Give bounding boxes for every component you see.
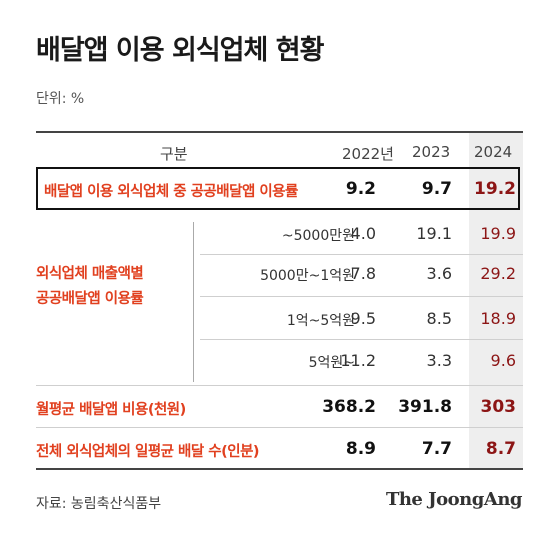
sales-group-divider	[193, 222, 194, 382]
sales-row-value: 7.8	[350, 264, 376, 283]
sales-row-label: 5억원~	[308, 355, 355, 371]
monthly-cost-2022: 368.2	[322, 397, 376, 417]
header-category: 구분	[160, 145, 188, 163]
section-divider	[36, 427, 523, 428]
page-title: 배달앱 이용 외식업체 현황	[36, 35, 324, 66]
sales-row-value: 29.2	[480, 264, 516, 283]
daily-orders-2024: 8.7	[485, 439, 516, 459]
public-rate-row-box	[36, 167, 520, 210]
daily-orders-2023: 7.7	[421, 439, 452, 459]
source-note: 자료: 농림축산식품부	[36, 496, 162, 512]
row-divider	[200, 296, 523, 297]
public-rate-2022: 9.2	[345, 179, 376, 199]
daily-orders-2022: 8.9	[345, 439, 376, 459]
sales-row-label: 1억~5억원	[286, 313, 355, 329]
public-rate-2024: 19.2	[474, 179, 516, 199]
table-bottom-rule	[36, 468, 523, 470]
public-rate-2023: 9.7	[421, 179, 452, 199]
header-year-2022: 2022년	[342, 145, 394, 163]
sales-group-label-line2: 공공배달앱 이용률	[36, 291, 144, 307]
header-year-2023: 2023	[412, 143, 451, 161]
row-divider	[200, 339, 523, 340]
sales-group-label-line1: 외식업체 매출액별	[36, 266, 144, 282]
sales-row-value: 9.6	[490, 351, 516, 370]
header-year-2024: 2024	[474, 143, 513, 161]
sales-row-value: 19.9	[480, 224, 516, 243]
sales-row-label: ~5000만원	[281, 228, 355, 244]
monthly-cost-label: 월평균 배달앱 비용(천원)	[36, 402, 186, 418]
monthly-cost-2023: 391.8	[398, 397, 452, 417]
sales-row-value: 3.3	[426, 351, 452, 370]
sales-row-value: 11.2	[340, 351, 376, 370]
table-top-rule	[36, 131, 523, 133]
sales-row-value: 19.1	[416, 224, 452, 243]
public-rate-label: 배달앱 이용 외식업체 중 공공배달앱 이용률	[44, 184, 298, 200]
sales-row-value: 8.5	[426, 309, 452, 328]
sales-row-value: 4.0	[350, 224, 376, 243]
section-divider	[36, 385, 523, 386]
unit-label: 단위: %	[36, 91, 85, 107]
sales-row-label: 5000만~1억원	[260, 268, 355, 284]
sales-row-value: 3.6	[426, 264, 452, 283]
row-divider	[200, 254, 523, 255]
sales-row-value: 9.5	[350, 309, 376, 328]
sales-row-value: 18.9	[480, 309, 516, 328]
daily-orders-label: 전체 외식업체의 일평균 배달 수(인분)	[36, 444, 260, 460]
brand-logo: The JoongAng	[385, 489, 523, 510]
highlight-column-2024	[469, 132, 523, 469]
monthly-cost-2024: 303	[480, 397, 517, 417]
